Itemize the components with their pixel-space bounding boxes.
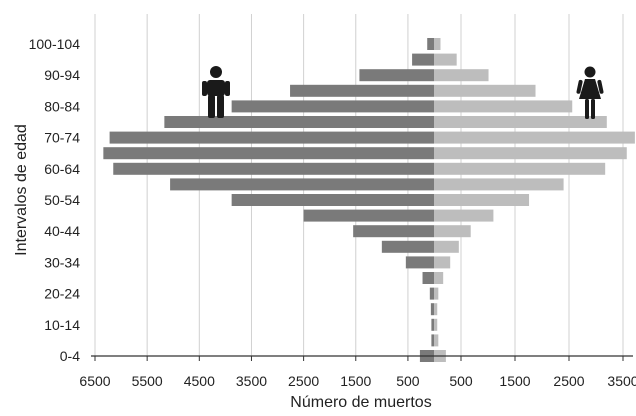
bar-female: [434, 194, 530, 206]
bar-male: [430, 303, 434, 316]
bar-female: [434, 69, 489, 82]
bar-female: [434, 147, 627, 160]
y-tick-label: 20-24: [44, 286, 80, 302]
bar-female: [434, 116, 607, 128]
bar-female: [434, 53, 457, 66]
bar-female: [434, 225, 471, 238]
x-tick-label: 1500: [499, 373, 530, 389]
bar-male: [103, 147, 435, 160]
bar-female: [434, 334, 439, 347]
bar-female: [434, 240, 459, 253]
y-tick-label: 60-64: [44, 161, 80, 177]
male-figure-icon: [202, 66, 230, 118]
x-tick-label: 3500: [236, 373, 267, 389]
y-axis-label: Intervalos de edad: [13, 124, 30, 256]
bar-male: [381, 240, 434, 253]
bar-male: [429, 287, 434, 300]
bar-male: [290, 84, 434, 97]
y-tick-label: 90-94: [44, 67, 80, 83]
y-tick-label: 50-54: [44, 192, 80, 208]
bar-female: [434, 131, 635, 144]
male-bars: [103, 38, 435, 362]
bar-male: [170, 178, 434, 191]
bar-female: [434, 209, 494, 222]
bar-male: [353, 225, 434, 238]
bar-male: [164, 116, 434, 128]
bar-female: [434, 303, 438, 316]
x-tick-label: 3500: [607, 373, 636, 389]
bar-male: [109, 131, 434, 144]
y-tick-label: 80-84: [44, 98, 80, 114]
female-figure-icon: [576, 66, 604, 119]
bar-female: [434, 178, 564, 191]
x-tick-label: 500: [396, 373, 420, 389]
x-axis-label: Número de muertos: [290, 394, 431, 411]
bar-female: [434, 162, 606, 175]
bar-male: [427, 38, 434, 50]
bar-female: [434, 272, 444, 284]
y-tick-labels: 100-104 90-94 80-84 70-74 60-64 50-54 40-44 30-…: [29, 36, 81, 364]
bar-female: [434, 100, 573, 113]
bar-female: [434, 84, 536, 97]
y-tick-label: 100-104: [29, 36, 81, 52]
y-tick-label: 40-44: [44, 223, 80, 239]
x-tick-label: 2500: [288, 373, 319, 389]
bar-male: [412, 53, 434, 66]
y-tick-label: 70-74: [44, 130, 80, 146]
bar-male: [231, 100, 434, 113]
x-tick-label: 6500: [79, 373, 110, 389]
bar-male: [113, 162, 434, 175]
x-tick-label: 1500: [340, 373, 371, 389]
bar-male: [431, 334, 434, 347]
bar-female: [434, 256, 451, 269]
bar-male: [303, 209, 434, 222]
x-tick-label: 5500: [132, 373, 163, 389]
bar-male: [422, 272, 434, 284]
female-bars: [434, 38, 635, 362]
x-tick-label: 2500: [553, 373, 584, 389]
y-tick-label: 0-4: [60, 348, 80, 364]
bar-female: [434, 318, 438, 331]
bar-female: [434, 287, 439, 300]
x-tick-label: 4500: [184, 373, 215, 389]
y-tick-label: 10-14: [44, 317, 80, 333]
y-tick-label: 30-34: [44, 254, 80, 270]
bar-female: [434, 38, 441, 50]
x-tick-labels: 6500 5500 4500 3500 2500 1500 500 500 1500 2500 35…: [79, 373, 636, 389]
bar-male: [431, 318, 434, 331]
bar-male: [405, 256, 434, 269]
x-tick-label: 500: [449, 373, 473, 389]
bar-male: [231, 194, 434, 206]
bar-male: [359, 69, 434, 82]
axes: [91, 355, 633, 361]
